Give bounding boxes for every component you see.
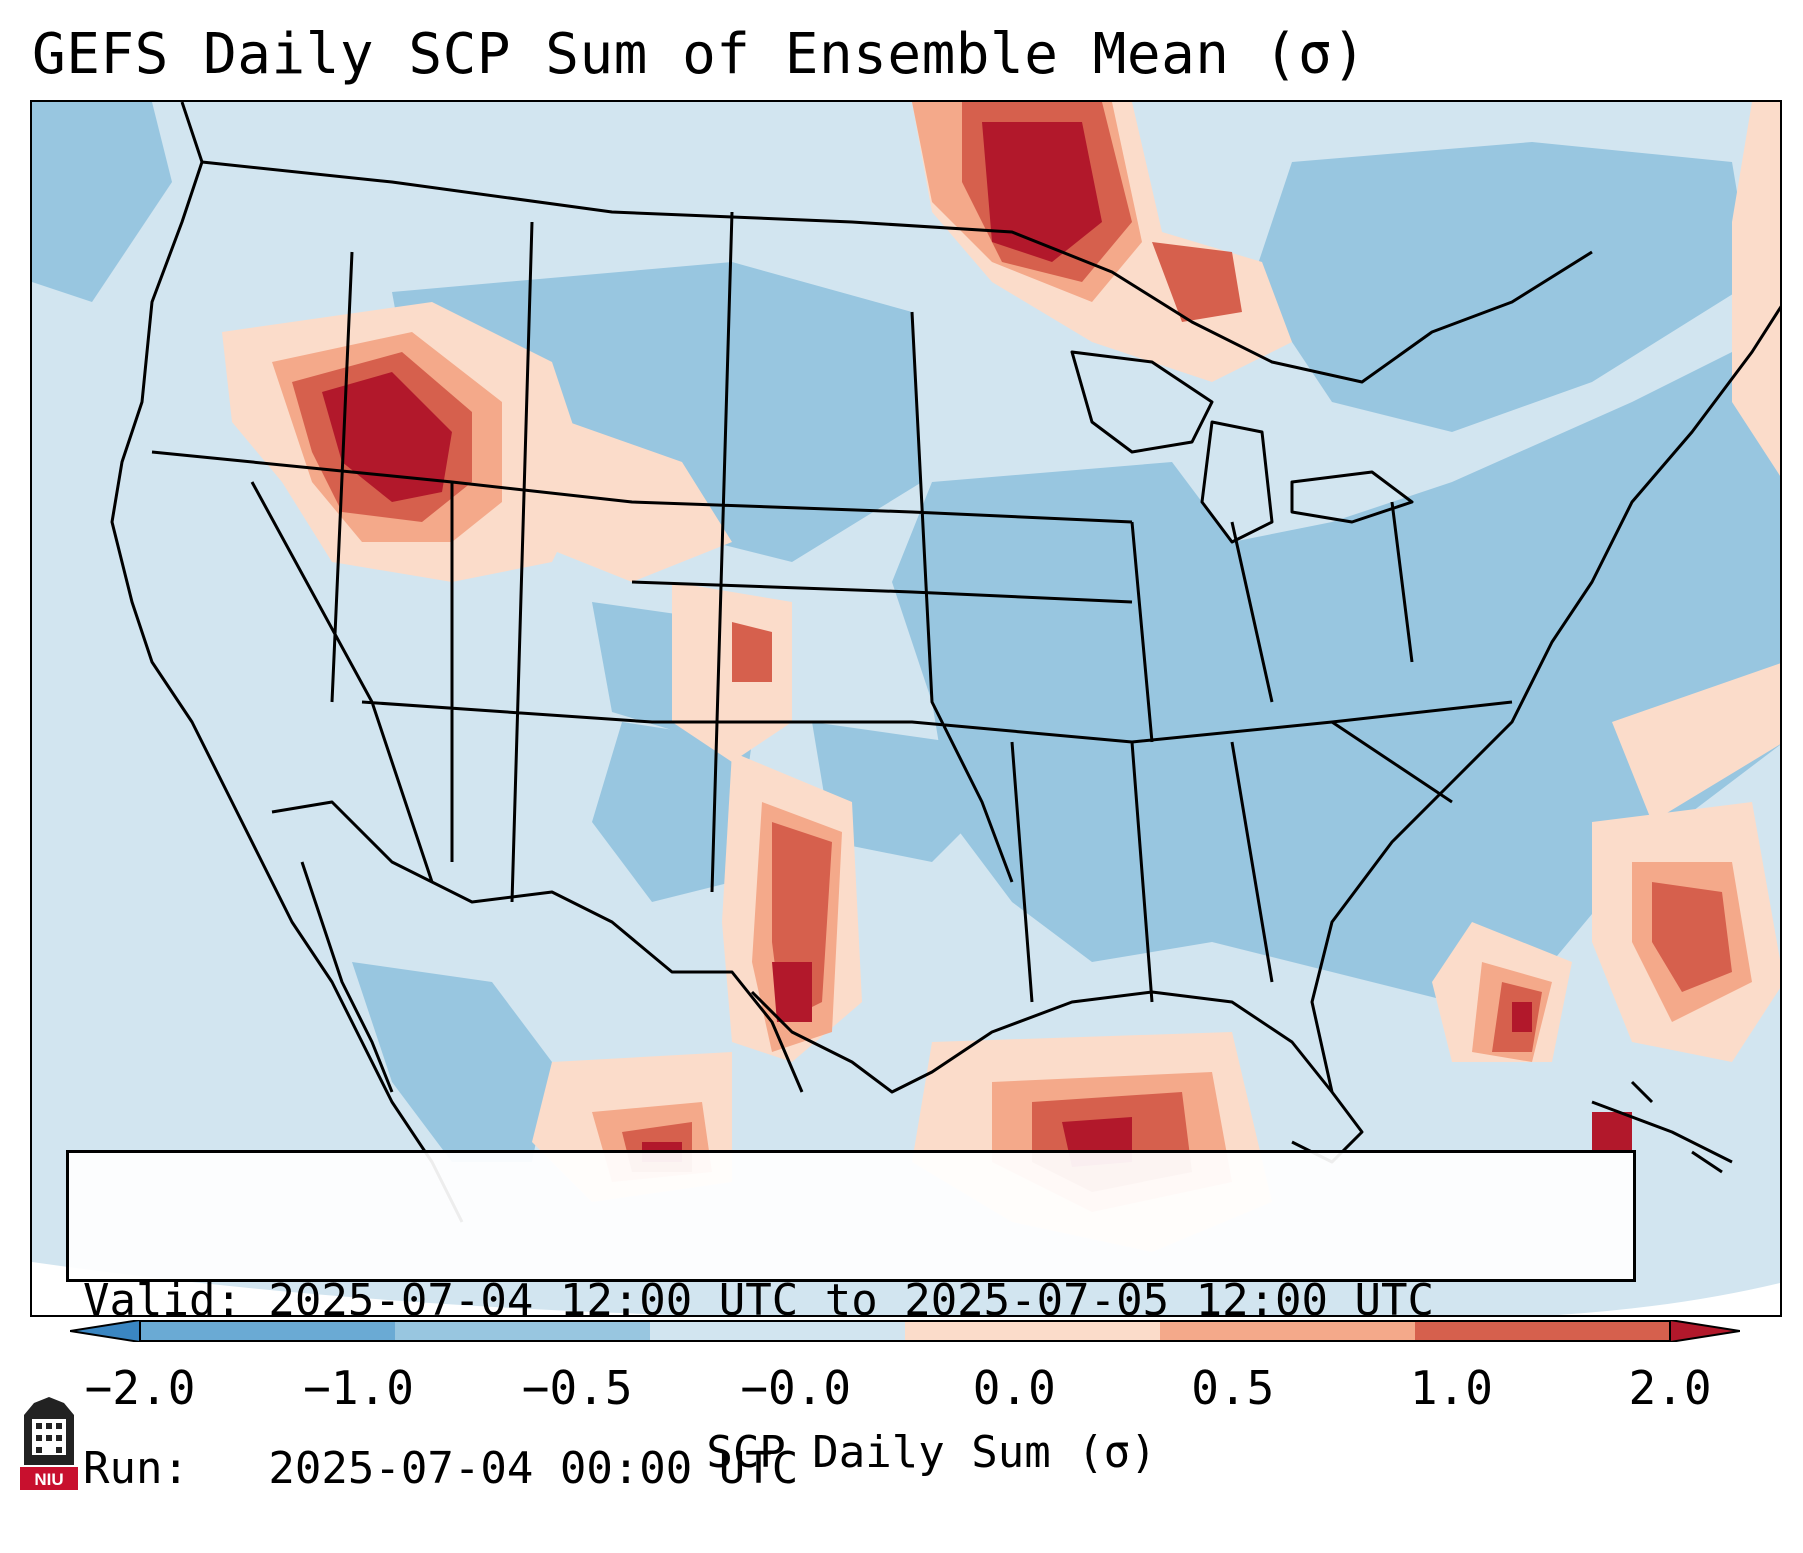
colorbar-segment bbox=[395, 1320, 651, 1342]
colorbar-segment bbox=[650, 1320, 906, 1342]
projection-edge-left bbox=[32, 1262, 675, 1315]
validity-info-box: Valid: 2025-07-04 12:00 UTC to 2025-07-0… bbox=[66, 1150, 1636, 1494]
baja-peninsula bbox=[300, 861, 394, 1093]
colorbar bbox=[70, 1320, 1740, 1342]
projection-edge-right bbox=[1558, 1282, 1780, 1315]
map-panel bbox=[30, 100, 1782, 1317]
niu-logo-icon: NIU bbox=[20, 1397, 78, 1490]
colorbar-extend-high bbox=[1669, 1320, 1740, 1342]
valid-time-text: Valid: 2025-07-04 12:00 UTC to 2025-07-0… bbox=[83, 1275, 1435, 1326]
colorbar-tick-label: −2.0 bbox=[84, 1361, 196, 1415]
colorbar-label: SCP Daily Sum (σ) bbox=[706, 1427, 1157, 1478]
colorbar-tick-label: −1.0 bbox=[303, 1361, 414, 1415]
scp-map bbox=[32, 102, 1780, 1315]
colorbar-segment bbox=[905, 1320, 1161, 1342]
colorbar-outline bbox=[139, 1320, 1671, 1342]
colorbar-tick-label: 0.5 bbox=[1191, 1361, 1275, 1415]
colorbar-svg bbox=[70, 1320, 1740, 1342]
colorbar-segment bbox=[1415, 1320, 1671, 1342]
canada-border bbox=[201, 160, 1593, 384]
great-lakes bbox=[1070, 350, 1414, 544]
colorbar-tick-label: −0.0 bbox=[740, 1361, 852, 1415]
mexico-border bbox=[271, 800, 804, 1093]
pacific-coastline bbox=[110, 102, 464, 1223]
page-title: GEFS Daily SCP Sum of Ensemble Mean (σ) bbox=[32, 22, 1367, 87]
colorbar-segment bbox=[1160, 1320, 1416, 1342]
boundaries bbox=[110, 102, 1780, 1223]
caribbean-islands bbox=[1591, 1080, 1733, 1174]
logo-text: NIU bbox=[34, 1470, 63, 1489]
colorbar-tick-label: 0.0 bbox=[972, 1361, 1056, 1415]
colorbar-extend-low bbox=[70, 1320, 141, 1342]
state-lines bbox=[151, 211, 1513, 1003]
colorbar-segment bbox=[140, 1320, 396, 1342]
atlantic-coastline bbox=[1310, 305, 1780, 1093]
colorbar-tick-label: 2.0 bbox=[1628, 1361, 1712, 1415]
colorbar-ticks: −2.0 −1.0 −0.5 −0.0 0.0 0.5 1.0 2.0 bbox=[0, 1360, 1803, 1420]
run-time-text: Run: 2025-07-04 00:00 UTC bbox=[83, 1443, 799, 1494]
colorbar-tick-label: 1.0 bbox=[1409, 1361, 1493, 1415]
colorbar-tick-label: −0.5 bbox=[521, 1361, 633, 1415]
gulf-coastline bbox=[750, 990, 1364, 1164]
